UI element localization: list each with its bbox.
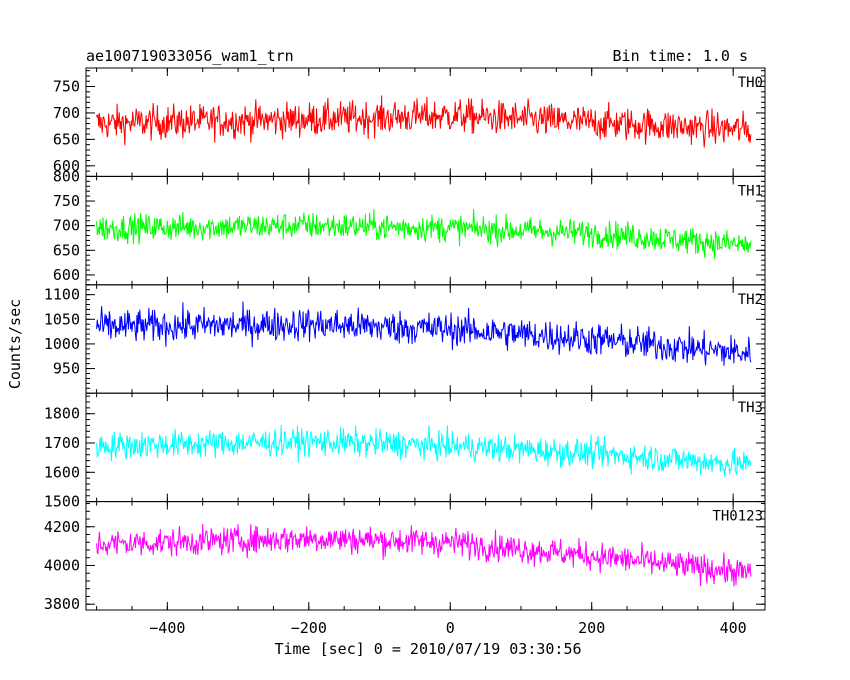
panel-th1: 600 650 700 750 800 TH1 — [53, 167, 766, 286]
x-tick-label: −400 — [149, 619, 185, 637]
panels-group: 600 650 700 750 TH0 600 650 700 750 800 TH1 950 1000… — [44, 67, 766, 637]
series-label-th3: TH3 — [738, 400, 763, 416]
series-label-th1: TH1 — [738, 183, 763, 199]
x-tick-label: 200 — [578, 619, 605, 637]
series-line-th1 — [96, 209, 752, 260]
series-label-th0123: TH0123 — [712, 509, 763, 525]
y-tick-label: 1600 — [44, 463, 80, 481]
y-tick-label: 1050 — [44, 310, 80, 328]
panel-th0: 600 650 700 750 TH0 — [53, 67, 766, 177]
y-tick-label: 650 — [53, 241, 80, 259]
series-line-th2 — [96, 301, 752, 366]
x-tick-label: 400 — [720, 619, 747, 637]
y-tick-label: 950 — [53, 360, 80, 378]
x-tick-label: 0 — [446, 619, 455, 637]
x-axis-title: Time [sec] 0 = 2010/07/19 03:30:56 — [274, 640, 581, 658]
series-line-th0123 — [96, 523, 752, 587]
series-label-th2: TH2 — [738, 292, 763, 308]
y-tick-label: 700 — [53, 104, 80, 122]
y-tick-label: 750 — [53, 192, 80, 210]
y-tick-label: 600 — [53, 157, 80, 175]
y-tick-label: 700 — [53, 217, 80, 235]
panel-frame — [85, 175, 766, 286]
series-label-th0: TH0 — [738, 75, 763, 91]
y-tick-label: 4000 — [44, 556, 80, 574]
bin-time-label: Bin time: 1.0 s — [613, 47, 748, 65]
panel-th2: 950 1000 1050 1100 TH2 — [44, 284, 766, 394]
y-tick-label: 4200 — [44, 518, 80, 536]
panel-frame — [85, 501, 766, 611]
panel-th0123: 3800 4000 4200 TH0123 — [44, 501, 766, 613]
y-tick-label: 1700 — [44, 434, 80, 452]
series-line-th3 — [96, 424, 752, 477]
y-axis-title: Counts/sec — [6, 299, 24, 389]
panel-th3: 1500 1600 1700 1800 TH3 — [44, 392, 766, 511]
y-tick-label: 1500 — [44, 493, 80, 511]
y-tick-label: 650 — [53, 130, 80, 148]
series-line-th0 — [96, 95, 752, 148]
y-tick-label: 800 — [53, 167, 80, 185]
y-tick-label: 1100 — [44, 286, 80, 304]
y-tick-label: 600 — [53, 266, 80, 284]
chart-title: ae100719033056_wam1_trn — [86, 47, 294, 65]
y-tick-label: 3800 — [44, 595, 80, 613]
x-tick-label: −200 — [291, 619, 327, 637]
y-tick-label: 750 — [53, 78, 80, 96]
panel-frame — [85, 284, 766, 394]
y-tick-label: 1800 — [44, 405, 80, 423]
y-tick-label: 1000 — [44, 335, 80, 353]
